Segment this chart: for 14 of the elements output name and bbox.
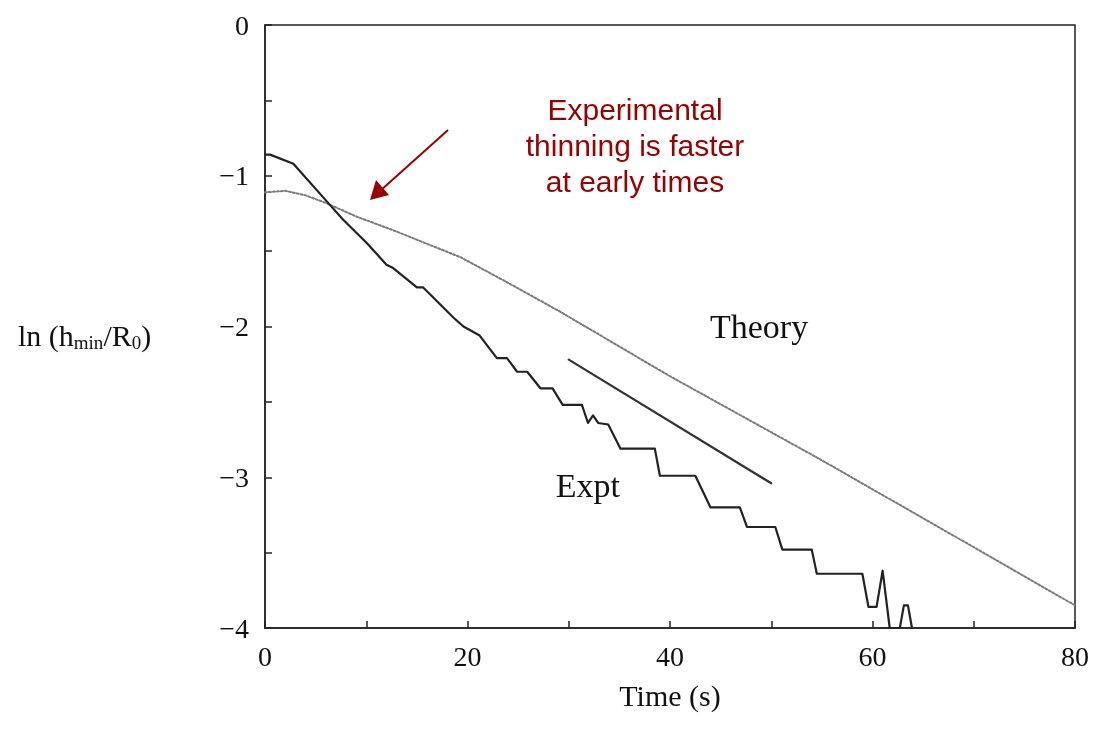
x-tick-label: 40 [656,640,684,672]
series-label: Theory [710,307,809,345]
x-tick-label: 0 [258,640,272,672]
y-tick-label: −2 [219,311,249,342]
y-tick-label: −3 [219,461,249,493]
annotation: Experimental thinning is faster at early times [525,92,745,198]
x-tick-label: 20 [453,640,482,672]
x-tick-label: 60 [858,640,887,672]
y-tick-label: 0 [235,9,249,41]
series-label: Expt [555,467,621,505]
y-tick-label: −1 [219,160,249,192]
y-tick-label: −4 [219,612,249,644]
x-axis-title: Time (s) [619,678,721,713]
x-tick-label: 80 [1061,640,1089,672]
